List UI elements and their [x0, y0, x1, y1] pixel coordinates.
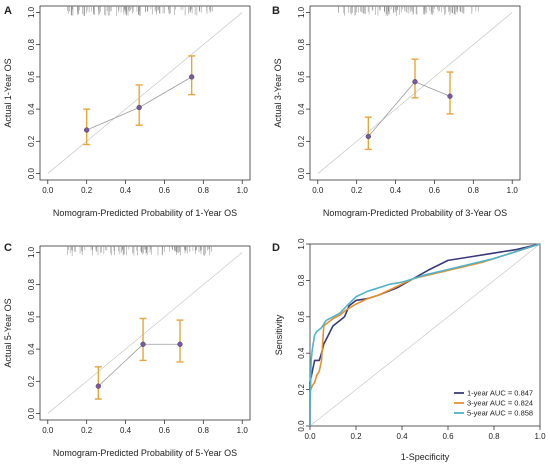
panel-letter: B — [272, 5, 280, 17]
x-tick-label: 0.0 — [312, 186, 324, 195]
x-tick-label: 0.4 — [120, 426, 132, 435]
x-tick-label: 0.6 — [159, 426, 171, 435]
roc-curve-1 — [309, 243, 541, 426]
y-tick-label: 0.2 — [27, 375, 36, 387]
y-axis-title: Actual 3-Year OS — [273, 58, 283, 127]
y-tick-label: 1.0 — [297, 238, 306, 250]
y-tick-label: 0.2 — [297, 135, 306, 147]
y-tick-label: 0.4 — [297, 103, 306, 115]
y-tick-label: 0.0 — [297, 167, 306, 179]
calibration-point — [136, 104, 142, 111]
x-axis-title: 1-Specificity — [401, 452, 450, 462]
x-tick-label: 0.2 — [351, 186, 363, 195]
panel-b: B 0.0 0.2 0.4 0.6 0.8 1.0 0.0 0.2 0.4 0.6 0.8 1.0 Nom… — [272, 5, 521, 218]
calibration-point — [412, 79, 418, 85]
y-tick-label: 0.0 — [27, 407, 36, 419]
calibration-point — [95, 383, 101, 389]
legend-label: 5-year AUC = 0.858 — [467, 409, 533, 418]
y-tick-label: 0.0 — [297, 420, 306, 432]
x-tick-label: 1.0 — [237, 186, 249, 195]
legend-box — [450, 386, 536, 422]
reference-diagonal — [47, 252, 243, 414]
calibration-point — [140, 341, 146, 347]
x-tick-label: 1.0 — [237, 426, 249, 435]
panel-letter: A — [4, 5, 12, 17]
x-tick-label: 0.8 — [468, 186, 480, 195]
x-tick-label: 0.8 — [198, 186, 210, 195]
x-axis-title: Nomogram-Predicted Probability of 1-Year… — [53, 208, 237, 218]
y-tick-label: 0.8 — [297, 274, 306, 286]
calibration-line — [368, 81, 451, 137]
x-tick-label: 0.2 — [81, 186, 93, 195]
x-tick-label: 0.2 — [81, 426, 93, 435]
y-tick-label: 0.4 — [297, 347, 306, 359]
y-tick-label: 0.2 — [297, 383, 306, 395]
x-axis-title: Nomogram-Predicted Probability of 3-Year… — [323, 208, 507, 218]
y-tick-label: 1.0 — [297, 6, 306, 18]
plot-frame — [39, 245, 251, 421]
x-tick-label: 0.6 — [442, 432, 454, 441]
panel-letter: C — [4, 242, 12, 254]
y-tick-label: 0.2 — [27, 135, 36, 147]
y-tick-label: 0.6 — [297, 311, 306, 323]
calibration-line — [98, 343, 180, 387]
calibration-point — [177, 341, 183, 347]
y-tick-label: 0.4 — [27, 103, 36, 115]
x-axis-title: Nomogram-Predicted Probability of 5-Year… — [53, 448, 237, 458]
y-axis-title: Sensitivity — [274, 314, 284, 355]
plot-frame — [309, 5, 521, 181]
calibration-point — [189, 74, 195, 80]
plot-frame — [309, 243, 541, 427]
plot-frame — [39, 5, 251, 181]
x-tick-label: 0.2 — [350, 432, 362, 441]
x-tick-label: 1.0 — [534, 432, 546, 441]
panel-c: C 0.0 0.2 0.4 0.6 0.8 1.0 0.0 0.2 0.4 0.6 0.8 1.0 Nom… — [3, 242, 251, 458]
y-tick-label: 1.0 — [27, 6, 36, 18]
y-tick-label: 0.0 — [27, 167, 36, 179]
x-tick-label: 0.8 — [198, 426, 210, 435]
panel-d: D 0.0 0.2 0.4 0.6 0.8 1.0 0.0 0.2 0.4 0.6 0.8 1.0 1-S… — [272, 238, 546, 462]
calibration-point — [365, 133, 371, 140]
x-tick-label: 1.0 — [507, 186, 519, 195]
y-tick-label: 0.6 — [297, 71, 306, 83]
x-tick-label: 0.6 — [159, 186, 171, 195]
x-tick-label: 0.4 — [390, 186, 402, 195]
calibration-point — [447, 93, 453, 99]
reference-diagonal — [309, 243, 541, 427]
x-tick-label: 0.4 — [120, 186, 132, 195]
y-tick-label: 0.6 — [27, 71, 36, 83]
y-axis-title: Actual 5-Year OS — [3, 298, 13, 367]
x-tick-label: 0.6 — [429, 186, 441, 195]
y-tick-label: 0.6 — [27, 311, 36, 323]
y-tick-label: 0.4 — [27, 343, 36, 355]
roc-curve-3 — [309, 243, 541, 426]
panel-a: A 0.0 0.2 0.4 0.6 0.8 1.0 0.0 0.2 0.4 0.6 0.8 1.0 Nom… — [3, 5, 251, 218]
x-tick-label: 0.4 — [396, 432, 408, 441]
y-tick-label: 0.8 — [297, 39, 306, 51]
y-tick-label: 0.8 — [27, 279, 36, 291]
y-tick-label: 1.0 — [27, 246, 36, 258]
panel-letter: D — [272, 242, 280, 254]
legend-label: 1-year AUC = 0.847 — [467, 389, 533, 398]
x-tick-label: 0.0 — [304, 432, 316, 441]
x-tick-label: 0.0 — [42, 186, 54, 195]
reference-diagonal — [47, 12, 243, 174]
y-axis-title: Actual 1-Year OS — [3, 58, 13, 127]
calibration-point — [84, 127, 90, 133]
x-tick-label: 0.8 — [488, 432, 500, 441]
x-tick-label: 0.0 — [42, 426, 54, 435]
y-tick-label: 0.8 — [27, 39, 36, 51]
roc-curve-2 — [309, 243, 541, 426]
legend-label: 3-year AUC = 0.824 — [467, 399, 533, 408]
